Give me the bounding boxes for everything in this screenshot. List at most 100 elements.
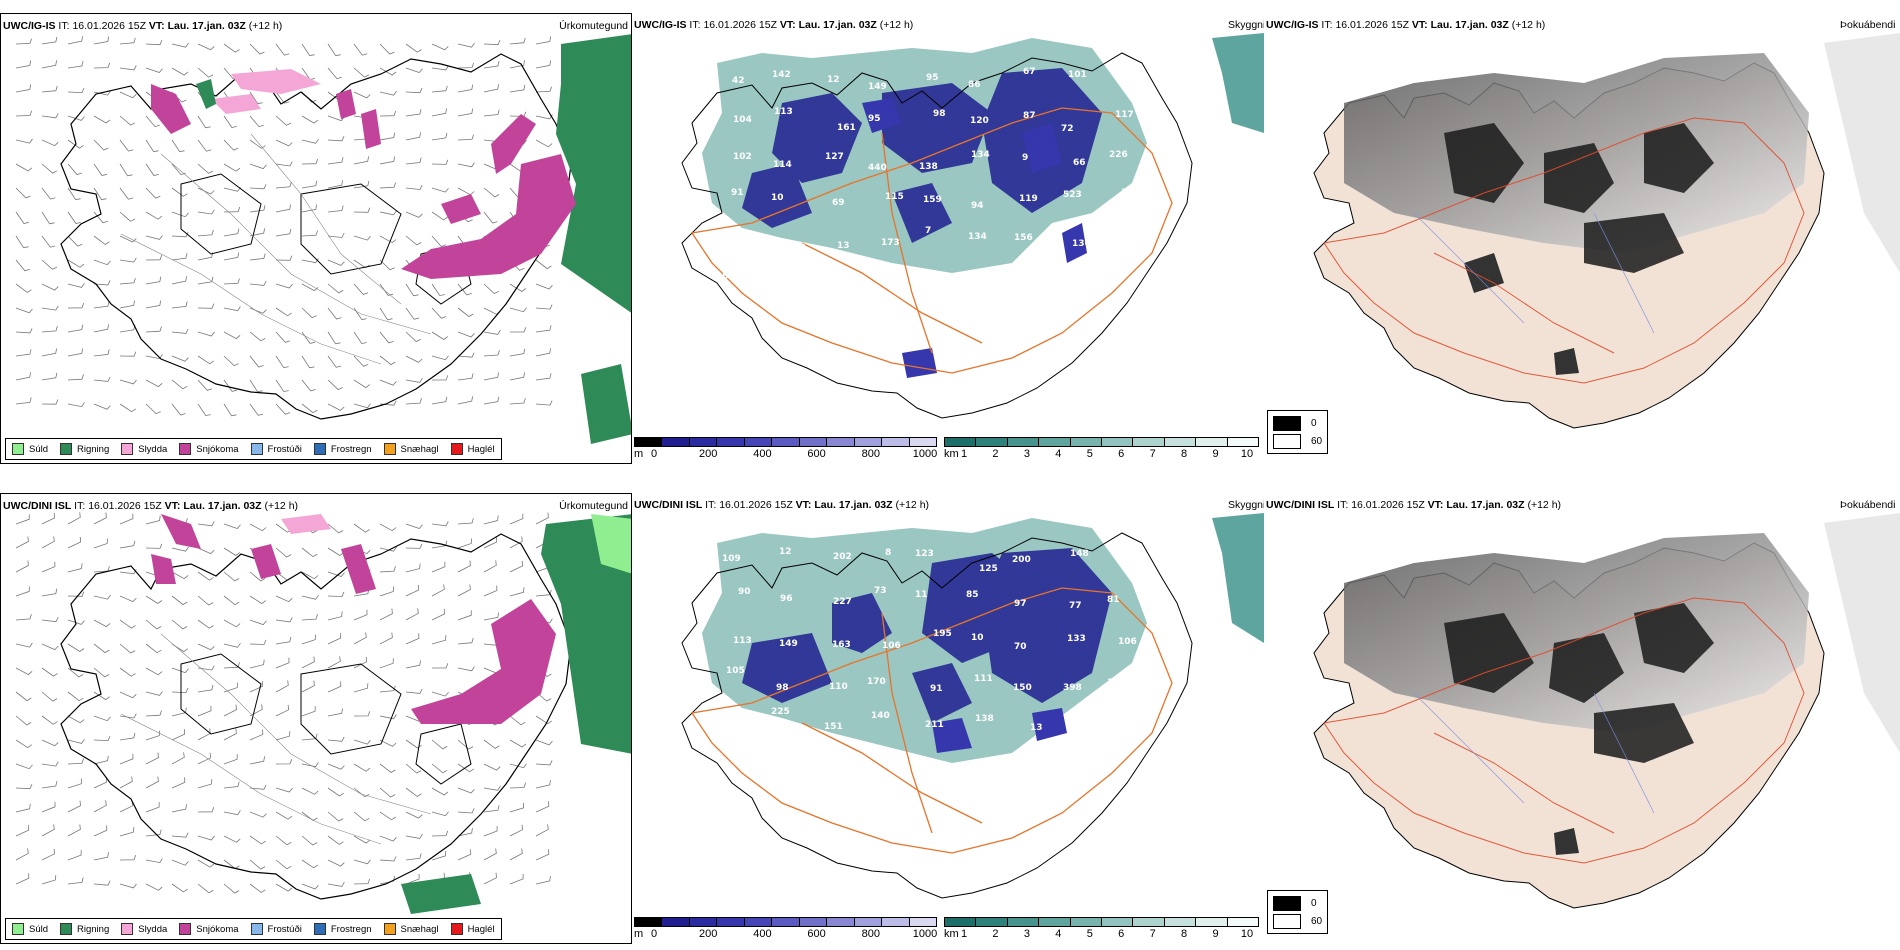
colorbar-strip — [634, 917, 937, 927]
wind-barb — [145, 802, 160, 813]
wind-barb — [405, 608, 419, 621]
legend-label: Slydda — [138, 923, 168, 935]
colorbar-bin — [1102, 918, 1134, 926]
wind-barb — [483, 612, 500, 621]
wind-barb — [353, 739, 371, 745]
colorbar-tick: 2 — [992, 448, 999, 460]
wind-barb — [249, 184, 267, 190]
wind-barb — [249, 704, 263, 717]
wind-barb — [119, 713, 137, 719]
wind-barb — [223, 139, 239, 151]
wind-barb — [119, 139, 134, 152]
wind-barb — [275, 139, 293, 147]
wind-barb — [41, 715, 58, 725]
wind-barb — [405, 523, 423, 529]
wind-barb — [197, 379, 213, 391]
colorbar-tick: 600 — [807, 448, 826, 460]
visibility-label: 94 — [971, 201, 984, 211]
wind-barb — [249, 205, 266, 213]
wind-barb — [15, 739, 33, 749]
visibility-map: 42 142 12 149 95 86 67 101 85 104 113 161 95 98 120 87 7… — [681, 33, 1264, 419]
visibility-label: 104 — [733, 115, 752, 125]
wind-barb — [197, 779, 213, 789]
wind-barb — [301, 91, 317, 103]
wind-barb — [93, 643, 110, 654]
wind-barb — [249, 729, 264, 741]
wind-barb — [483, 109, 500, 117]
wind-barb — [67, 211, 81, 224]
wind-barb — [275, 379, 289, 393]
wind-barb — [353, 207, 371, 213]
wind-barb — [431, 830, 449, 837]
wind-barb — [197, 571, 214, 581]
wind-barb — [405, 688, 423, 694]
wind-barb — [93, 115, 111, 124]
visibility-label: 12 — [779, 547, 792, 557]
wind-barb — [93, 538, 108, 549]
visibility-label: 127 — [825, 152, 844, 162]
wind-barb — [67, 739, 85, 744]
wind-barb — [41, 399, 59, 405]
visibility-label: 523 — [1063, 190, 1082, 200]
wind-barb — [119, 235, 137, 243]
wind-barb — [67, 402, 85, 408]
wind-barb — [509, 372, 525, 381]
wind-barb — [145, 829, 162, 837]
fog-legend-swatch — [1273, 913, 1301, 929]
legend-swatch — [12, 443, 24, 455]
wind-barb — [249, 355, 264, 368]
visibility-label: 110 — [829, 682, 848, 692]
wind-barb — [275, 811, 293, 820]
wind-barb — [379, 632, 393, 645]
wind-barb — [67, 715, 85, 724]
wind-barb — [353, 180, 370, 189]
visibility-label: 151 — [824, 722, 843, 732]
fog-legend-swatch — [1273, 415, 1301, 431]
legend-swatch — [250, 923, 263, 935]
wind-barb — [145, 595, 163, 604]
wind-barb — [249, 163, 267, 170]
wind-barb — [223, 682, 238, 693]
wind-barb — [197, 728, 211, 741]
wind-barb — [405, 874, 420, 885]
precip-panel-row2: UWC/DINI ISL IT: 16.01.2026 15Z VT: Lau.… — [0, 493, 632, 944]
wind-barb — [15, 803, 31, 813]
fog-legend: 0 60 — [1267, 890, 1329, 934]
roads — [690, 587, 1173, 854]
wind-barb — [275, 835, 292, 846]
wind-barb — [223, 728, 237, 741]
wind-barb — [431, 85, 448, 93]
wind-barb — [405, 67, 423, 73]
wind-barb — [301, 355, 315, 369]
visibility-colorbar: m 0 200 400 600 800 1000 — [634, 437, 937, 462]
wind-barb — [119, 65, 137, 71]
wind-barb — [353, 656, 368, 669]
colorbar-bin — [717, 438, 745, 446]
wind-barb — [275, 595, 293, 603]
legend-item: Haglél — [450, 443, 495, 455]
wind-barb — [119, 540, 136, 549]
wind-barb — [457, 538, 472, 549]
wind-barb — [67, 302, 85, 309]
colorbar-bin — [635, 918, 663, 926]
wind-barb — [327, 403, 345, 411]
visibility-label: 134 — [971, 150, 990, 160]
wind-barb — [457, 373, 474, 381]
wind-barb — [483, 560, 497, 573]
wind-barb — [431, 739, 448, 750]
roads — [690, 107, 1173, 374]
wind-barb — [249, 639, 267, 645]
wind-barb — [197, 115, 211, 129]
panel-title: UWC/IG-IS IT: 16.01.2026 15Z VT: Lau. 17… — [1266, 19, 1546, 31]
visibility-label: 52 — [722, 272, 735, 282]
wind-barb — [67, 283, 85, 288]
wind-barb — [119, 37, 136, 45]
visibility-label: 102 — [733, 152, 752, 162]
visibility-label: 13 — [837, 241, 850, 251]
wind-barb — [457, 808, 475, 814]
colorbar-tick: 200 — [699, 448, 718, 460]
wind-barb — [353, 878, 371, 885]
wind-barb — [275, 91, 290, 104]
fog-legend-label: 60 — [1311, 915, 1323, 927]
wind-barb — [119, 667, 136, 677]
